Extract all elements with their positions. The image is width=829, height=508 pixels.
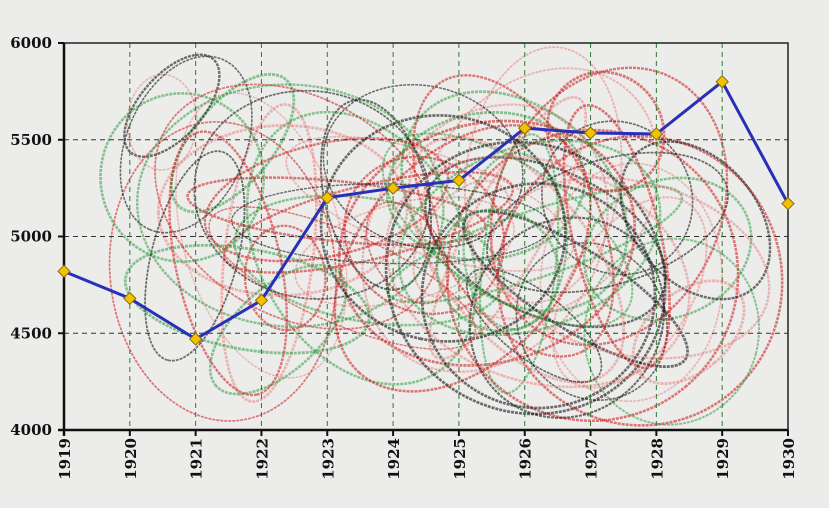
scribble-loop [343,155,506,315]
scribble-loop [489,66,729,347]
scribble-loop [462,151,568,331]
scribble-loop [385,110,587,262]
scribble-loop [496,134,784,427]
scribble-loop [231,183,551,265]
scribble-loop [479,133,560,395]
x-tick-label: 1924 [385,438,403,480]
y-tick-label: 5000 [10,228,52,246]
y-tick-label: 5500 [10,131,52,149]
data-point [123,291,137,306]
y-tick-label: 4000 [10,421,52,439]
scribble-loop [490,176,771,360]
scribble-loop [381,132,634,328]
scribble-loop [123,53,221,158]
data-point [649,127,664,141]
series-line [63,79,790,341]
scribble-loop [186,176,487,246]
scribble-loop [468,216,666,419]
x-tick-label: 1927 [583,438,601,480]
scribble-loop [337,119,637,367]
scribble-loop [465,268,603,383]
x-tick-label: 1922 [253,438,271,480]
x-tick-label: 1919 [56,438,74,480]
scribble-loop [136,83,445,328]
series [57,74,795,346]
x-tick-label: 1920 [122,438,140,480]
x-tick-label: 1925 [451,438,469,480]
x-tick-label: 1926 [517,438,535,480]
scribble-loop [435,208,561,333]
data-point [254,293,269,308]
data-point [188,332,203,346]
scribble-loop [319,98,433,291]
scribble-loop [384,140,667,416]
data-point [320,191,334,205]
x-tick-label: 1929 [714,438,732,480]
scribble-loop [123,243,371,355]
scribble-loop [157,124,409,297]
scribble-loop [175,92,348,379]
scribble-loop [545,70,666,193]
scribble-loop [99,92,266,263]
y-tick-label: 6000 [10,34,52,52]
x-tick-label: 1928 [648,438,666,480]
scribble-loop [428,95,588,360]
scribble-loop [285,135,574,272]
scribble-loop [119,55,253,234]
x-tick-label: 1921 [188,438,206,480]
scribble-loop [208,206,476,350]
scribble-loop [203,137,450,263]
scribble-loop [385,155,691,389]
x-tick-label: 1923 [319,438,337,480]
scribble-loop [144,150,246,362]
scribble-loop [154,83,441,330]
x-tick-label: 1930 [780,438,798,480]
data-point [452,173,466,188]
data-point [386,181,400,195]
background-scribbles [99,46,784,427]
scribble-loop [619,140,772,301]
scribble-loop [243,224,327,332]
y-tick-label: 4500 [10,324,52,342]
x-tick-labels: 1919 1920 1921 1922 1923 1924 1925 1926 1927 1928… [56,430,798,480]
scribble-loop [126,73,198,171]
scribble-loop [361,103,609,373]
data-point [57,264,71,279]
y-tick-labels: 4000 4500 5000 5500 6000 [10,34,64,439]
scribble-loop [420,182,657,410]
scribble-loop [562,104,671,370]
data-point [781,196,795,211]
scribble-loop [322,83,524,249]
data-point [583,126,598,140]
scribble-loop [365,201,450,305]
scribble-loop [193,89,431,300]
scribble-loop [168,130,288,397]
data-point [715,74,729,89]
scribble-loop [294,196,515,307]
grid [63,42,789,431]
scribble-loop [407,135,626,384]
scribble-loop [631,279,746,386]
data-point [518,121,532,135]
